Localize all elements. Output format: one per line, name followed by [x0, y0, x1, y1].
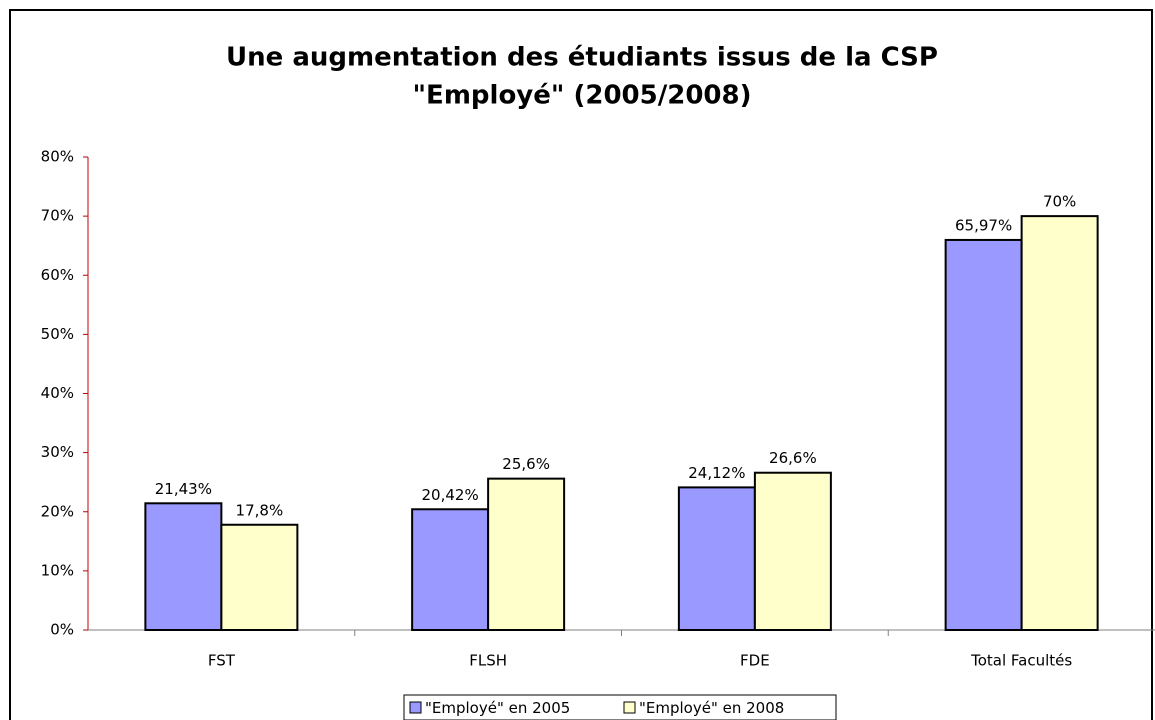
x-tick-label: FDE [740, 652, 770, 670]
value-label: 17,8% [236, 501, 284, 519]
y-tick-label: 80% [41, 148, 74, 166]
legend-label: "Employé" en 2005 [425, 699, 570, 717]
value-label: 65,97% [955, 216, 1012, 234]
bar [677, 486, 756, 631]
legend-box [403, 694, 837, 720]
bar [220, 523, 299, 632]
bar [753, 471, 832, 632]
bar [487, 477, 566, 632]
value-label: 25,6% [502, 455, 550, 473]
y-tick-label: 60% [41, 266, 74, 284]
value-label: 70% [1043, 193, 1076, 211]
legend-swatch [623, 701, 636, 714]
bar [944, 238, 1023, 632]
y-tick-label: 70% [41, 207, 74, 225]
bar [144, 502, 223, 632]
y-tick-label: 40% [41, 384, 74, 402]
legend-swatch [409, 701, 422, 714]
x-tick-label: Total Facultés [970, 652, 1072, 670]
y-tick-label: 50% [41, 325, 74, 343]
y-tick-label: 0% [50, 621, 74, 639]
y-tick-label: 10% [41, 561, 74, 579]
x-tick-label: FLSH [469, 652, 507, 670]
value-label: 21,43% [155, 480, 212, 498]
value-label: 24,12% [688, 464, 745, 482]
legend-label: "Employé" en 2008 [639, 699, 784, 717]
bar [411, 508, 490, 632]
y-tick-label: 30% [41, 443, 74, 461]
value-label: 20,42% [422, 486, 479, 504]
chart-title: Une augmentation des étudiants issus de … [226, 43, 938, 73]
chart-title: "Employé" (2005/2008) [413, 81, 752, 111]
bar [1020, 215, 1099, 631]
value-label: 26,6% [769, 449, 817, 467]
y-tick-label: 20% [41, 502, 74, 520]
x-tick-label: FST [208, 652, 236, 670]
